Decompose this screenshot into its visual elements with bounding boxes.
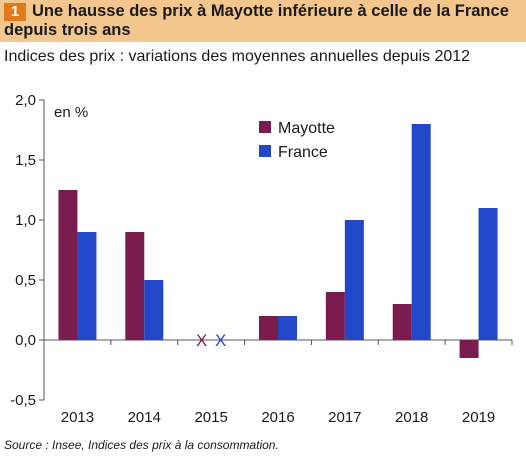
mayotte-bar-2017 — [325, 292, 345, 340]
france-bar-2017 — [344, 220, 364, 340]
legend: Mayotte France — [259, 120, 335, 161]
x-tick-labels: 2013 2014 2015 2016 2017 2018 2019 — [61, 340, 513, 426]
y-tick-label: 1,5 — [15, 152, 36, 169]
bar-chart: 2,0 1,5 1,0 0,5 0,0 -0,5 2013 2014 2015 2016 2017… — [10, 92, 513, 426]
unit-label: en % — [54, 104, 88, 121]
mayotte-bar-2018 — [392, 304, 412, 340]
x-tick-label: 2014 — [128, 409, 161, 426]
france-bar-2019 — [478, 208, 498, 340]
x-tick-label: 2016 — [261, 409, 294, 426]
france-bar-2014 — [144, 280, 164, 340]
y-ticks: 2,0 1,5 1,0 0,5 0,0 -0,5 — [10, 92, 44, 409]
y-tick-label: 1,0 — [15, 212, 36, 229]
mayotte-bar-2016 — [259, 316, 278, 340]
missing-value-marker: X — [196, 331, 207, 350]
title-band: 1 Une hausse des prix à Mayotte inférieu… — [0, 0, 526, 42]
legend-label: France — [278, 144, 328, 161]
x-tick-label: 2018 — [395, 409, 428, 426]
france-bar-2013 — [77, 232, 97, 340]
source-note: Source : Insee, Indices des prix à la co… — [4, 438, 279, 452]
missing-value-marker: X — [215, 331, 226, 350]
x-tick-label: 2019 — [462, 409, 495, 426]
mayotte-bar-2019 — [459, 340, 479, 358]
chart-subtitle: Indices des prix : variations des moyenn… — [4, 48, 471, 65]
figure-number: 1 — [4, 3, 26, 21]
y-tick-label: 2,0 — [15, 92, 36, 109]
legend-swatch-france — [259, 145, 271, 157]
y-tick-label: -0,5 — [10, 392, 36, 409]
france-bar-2016 — [278, 316, 297, 340]
y-tick-label: 0,5 — [15, 272, 36, 289]
x-tick-label: 2017 — [328, 409, 361, 426]
france-bar-2018 — [411, 124, 431, 340]
mayotte-bar-2014 — [125, 232, 145, 340]
legend-swatch-mayotte — [259, 121, 271, 133]
x-tick-label: 2013 — [61, 409, 94, 426]
x-tick-label: 2015 — [194, 409, 227, 426]
legend-label: Mayotte — [278, 120, 335, 137]
mayotte-bar-2013 — [58, 190, 78, 340]
y-tick-label: 0,0 — [15, 332, 36, 349]
chart-title: Une hausse des prix à Mayotte inférieure… — [4, 2, 509, 39]
